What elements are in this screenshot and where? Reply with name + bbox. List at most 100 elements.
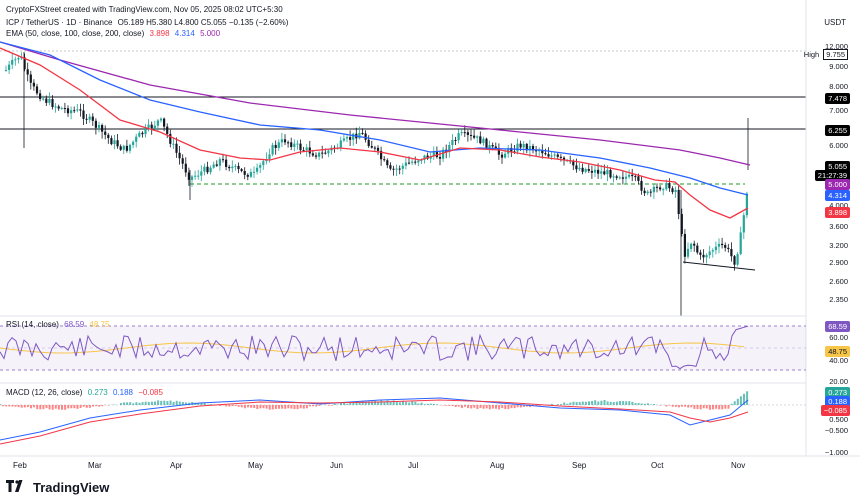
candle-body — [705, 255, 708, 258]
macd-bar — [42, 405, 45, 410]
candle-body — [442, 149, 445, 159]
candle-body — [662, 189, 665, 191]
candle-body — [386, 160, 389, 166]
candle-body — [417, 160, 420, 163]
candle-body — [671, 188, 674, 193]
candle-body — [414, 161, 417, 163]
candle-body — [209, 167, 212, 173]
candle-body — [231, 166, 234, 169]
macd-bar — [600, 400, 603, 405]
macd-bar — [169, 400, 172, 405]
candle-body — [702, 254, 705, 258]
macd-bar — [674, 405, 677, 407]
candle-body — [559, 156, 562, 158]
candle-body — [686, 248, 690, 257]
ema50-line — [0, 47, 749, 219]
candle-body — [29, 74, 32, 83]
candle-body — [469, 134, 473, 136]
candle-body — [51, 98, 54, 108]
macd-bar — [346, 403, 349, 405]
macd-bar — [445, 405, 448, 406]
macd-bar — [612, 402, 615, 405]
macd-bar — [305, 405, 308, 409]
candle-body — [107, 134, 110, 139]
high-marker: High 9.755 — [804, 49, 848, 60]
candle-body — [70, 110, 73, 114]
rsi-legend[interactable]: RSI (14, close) 68.59 48.75 — [6, 320, 109, 329]
macd-bar — [631, 401, 634, 405]
macd-bar — [271, 405, 274, 410]
price-tag-7478: 7.478 — [825, 93, 850, 104]
ema-legend[interactable]: EMA (50, close, 100, close, 200, close) … — [6, 29, 220, 38]
candle-body — [324, 152, 327, 154]
candle-body — [476, 136, 479, 138]
ema200-value: 5.000 — [200, 29, 221, 38]
candle-body — [699, 252, 702, 255]
macd-bar — [634, 403, 637, 405]
macd-bar — [588, 401, 590, 405]
macd-bar — [476, 405, 479, 410]
candle-body — [395, 168, 398, 170]
macd-bar — [135, 402, 138, 405]
macd-bar — [615, 401, 618, 405]
symbol-row[interactable]: ICP / TetherUS · 1D · Binance O5.189 H5.… — [6, 18, 288, 27]
candle-body — [311, 153, 314, 156]
macd-bar — [250, 405, 253, 408]
candle-body — [342, 138, 345, 141]
candle-body — [553, 154, 556, 156]
candle-body — [550, 155, 553, 157]
macd-label: MACD (12, 26, close) — [6, 388, 83, 397]
countdown-tag: 21:27:39 — [814, 170, 850, 181]
ema200-tag: 5.000 — [825, 179, 850, 190]
macd-bar — [70, 405, 73, 409]
candle-body — [113, 140, 116, 145]
candle-body — [497, 148, 500, 155]
macd-signal-line — [0, 399, 749, 445]
candle-body — [634, 176, 637, 178]
candle-body — [370, 146, 373, 148]
macd-bar — [234, 405, 237, 406]
macd-bar — [671, 405, 674, 407]
tradingview-logo[interactable]: TradingView — [6, 480, 109, 495]
macd-bar — [389, 401, 392, 405]
candle-body — [479, 136, 482, 144]
candle-body — [349, 137, 352, 140]
high-value: 9.755 — [823, 49, 848, 60]
candle-body — [327, 150, 330, 154]
candle-body — [460, 132, 463, 134]
macd-bar — [603, 400, 606, 405]
macd-bar — [708, 405, 711, 410]
ema100-tag: 4.314 — [825, 190, 850, 201]
macd-bar — [597, 401, 600, 405]
macd-bar — [85, 405, 88, 408]
macd-bar — [501, 405, 504, 409]
candle-body — [736, 254, 739, 265]
macd-bar — [262, 405, 265, 409]
date-tick: May — [248, 461, 264, 470]
price-tick: 2.600 — [829, 277, 848, 286]
macd-bar — [584, 401, 587, 405]
macd-bar — [606, 401, 609, 405]
macd-bar — [594, 400, 597, 405]
candle-body — [259, 165, 262, 168]
date-tick: Aug — [490, 461, 505, 470]
candle-body — [91, 116, 94, 121]
candle-body — [73, 110, 76, 112]
candle-body — [612, 176, 615, 178]
macd-bar — [699, 405, 702, 410]
rsi-ma-value: 48.75 — [89, 320, 110, 329]
macd-legend[interactable]: MACD (12, 26, close) 0.273 0.188 −0.085 — [6, 388, 163, 397]
macd-bar — [371, 401, 373, 405]
macd-line-tag: 0.188 — [825, 396, 850, 407]
candle-body — [26, 69, 29, 75]
macd-bar — [529, 405, 532, 408]
candle-body — [615, 176, 618, 178]
macd-bar — [51, 405, 54, 410]
candle-body — [621, 177, 624, 179]
macd-bar — [203, 402, 206, 405]
candle-body — [234, 165, 237, 167]
macd-bar — [715, 405, 718, 409]
macd-bar — [166, 401, 169, 405]
candle-body — [745, 193, 748, 216]
